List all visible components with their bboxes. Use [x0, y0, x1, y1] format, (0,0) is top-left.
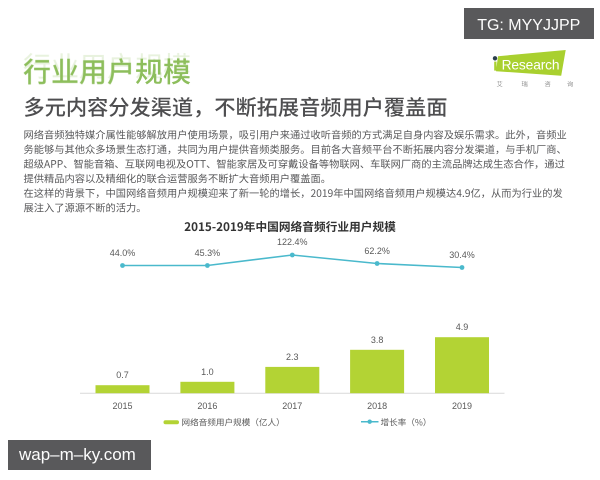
svg-text:Research: Research [502, 58, 560, 73]
